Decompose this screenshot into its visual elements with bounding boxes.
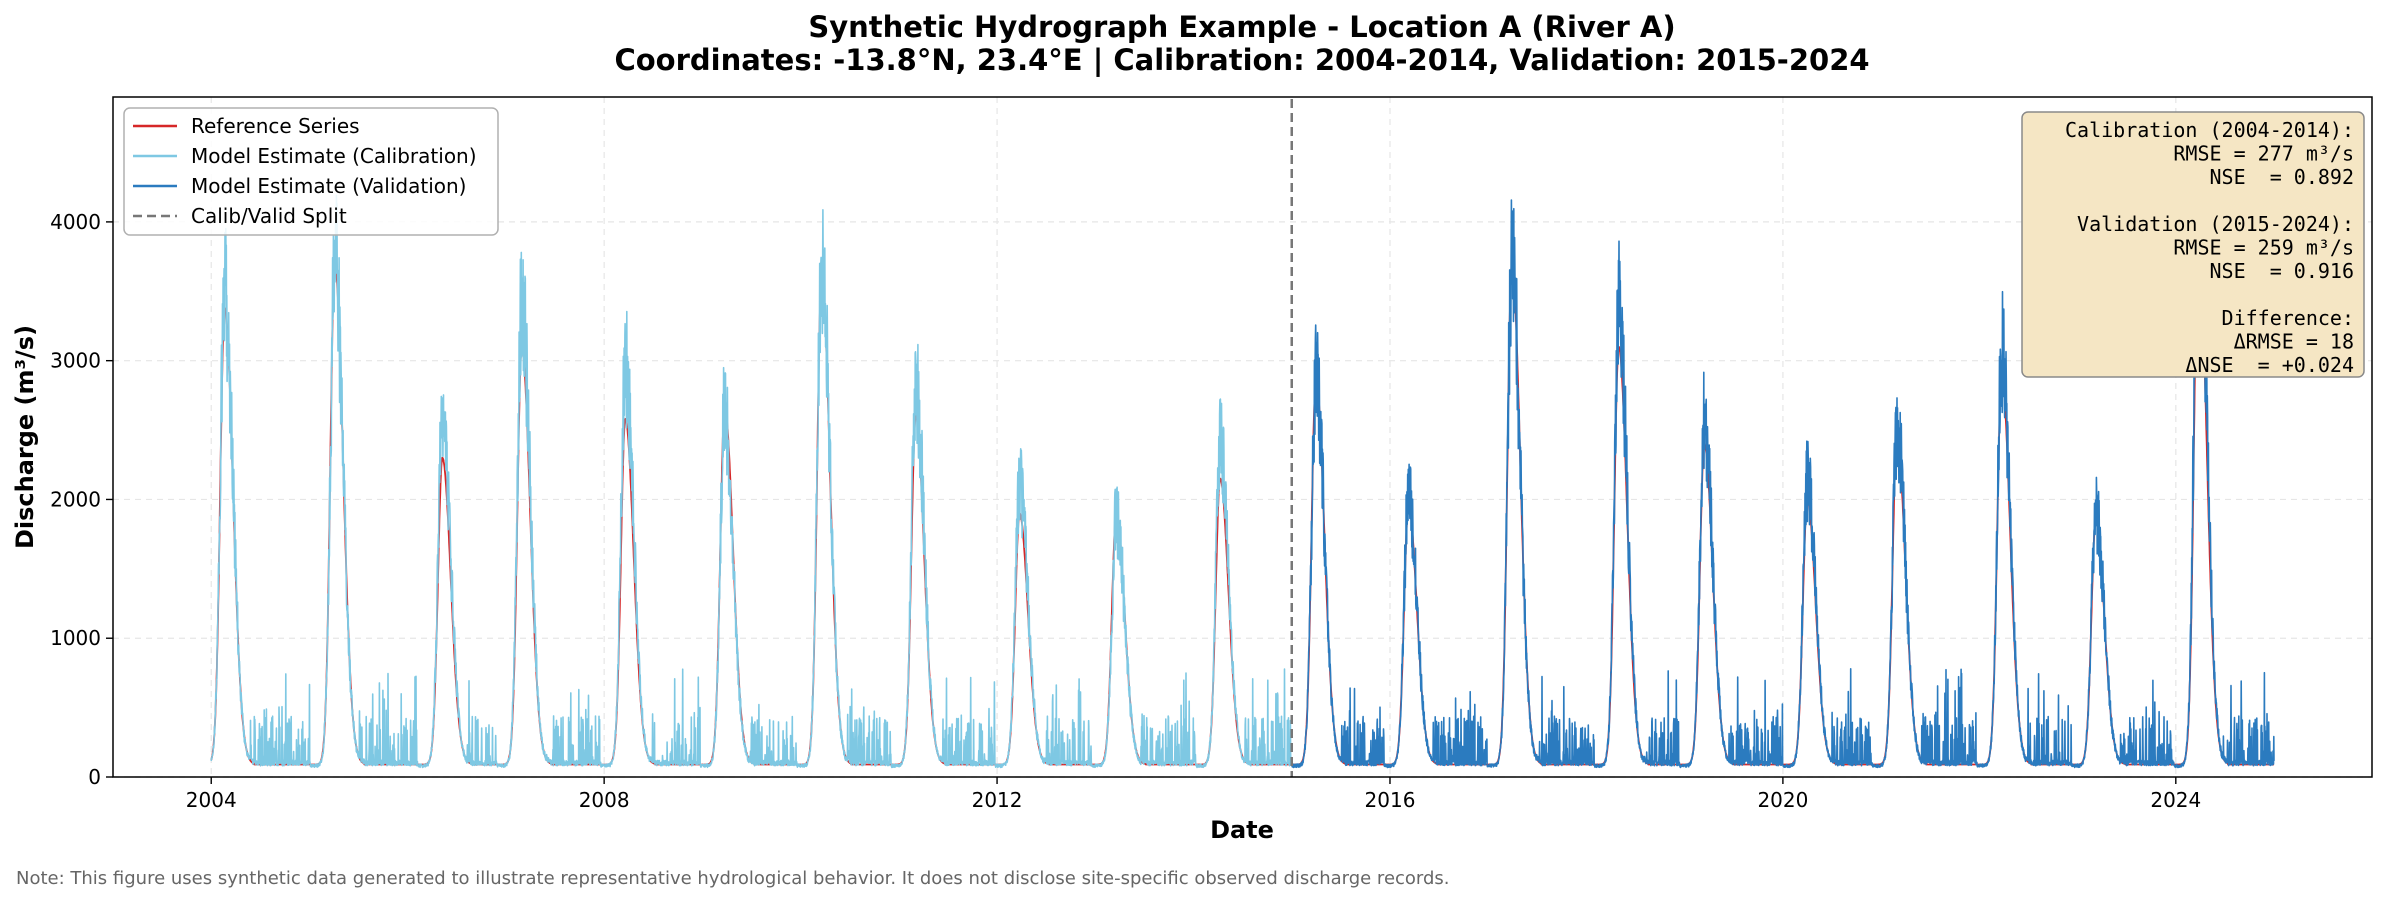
stats-box-frame — [2021, 111, 2365, 378]
stats-lines: Calibration (2004-2014):RMSE = 277 m³/sN… — [2065, 118, 2354, 377]
x-tick-label: 2008 — [579, 788, 630, 812]
stats-line: Difference: — [2222, 306, 2354, 330]
plot-frame — [112, 96, 2373, 778]
y-tick-label: 1000 — [50, 626, 101, 650]
stats-line: Calibration (2004-2014): — [2065, 118, 2354, 142]
legend-label-calibration: Model Estimate (Calibration) — [191, 144, 477, 168]
chart-subtitle: Coordinates: -13.8°N, 23.4°E | Calibrati… — [614, 43, 1869, 77]
series-layer — [210, 125, 2275, 769]
chart-title: Synthetic Hydrograph Example - Location … — [808, 10, 1675, 44]
x-tick-label: 2016 — [1365, 788, 1416, 812]
series-model-validation — [1291, 125, 2275, 769]
stats-line: RMSE = 259 m³/s — [2173, 236, 2354, 260]
x-axis-ticks: 2004 2008 2012 2016 2020 2024 — [186, 777, 2201, 812]
y-axis-ticks: 0 1000 2000 3000 4000 — [50, 210, 113, 789]
y-tick-label: 2000 — [50, 487, 101, 511]
stats-line: ΔRMSE = 18 — [2234, 330, 2354, 354]
series-model-calibration — [210, 194, 1293, 769]
footnote: Note: This figure uses synthetic data ge… — [16, 868, 1450, 889]
x-axis-label: Date — [1210, 816, 1274, 844]
x-tick-label: 2004 — [186, 788, 237, 812]
legend-label-validation: Model Estimate (Validation) — [191, 174, 466, 198]
x-tick-label: 2020 — [1757, 788, 1808, 812]
y-tick-label: 0 — [88, 765, 101, 789]
stats-line: RMSE = 277 m³/s — [2173, 142, 2354, 166]
y-axis-label: Discharge (m³/s) — [11, 325, 39, 549]
legend-frame — [123, 107, 499, 236]
x-tick-label: 2024 — [2150, 788, 2201, 812]
x-tick-label: 2012 — [972, 788, 1023, 812]
stats-box: Calibration (2004-2014):RMSE = 277 m³/sN… — [2021, 111, 2365, 378]
stats-line: NSE = 0.916 — [2210, 259, 2355, 283]
stats-line: Validation (2015-2024): — [2077, 212, 2354, 236]
legend-label-reference: Reference Series — [191, 114, 360, 138]
y-tick-label: 4000 — [50, 210, 101, 234]
stats-line: ΔNSE = +0.024 — [2185, 353, 2354, 377]
legend-label-split: Calib/Valid Split — [191, 204, 347, 228]
stats-line: NSE = 0.892 — [2210, 165, 2355, 189]
legend: Reference Series Model Estimate (Calibra… — [123, 107, 499, 236]
y-tick-label: 3000 — [50, 349, 101, 373]
